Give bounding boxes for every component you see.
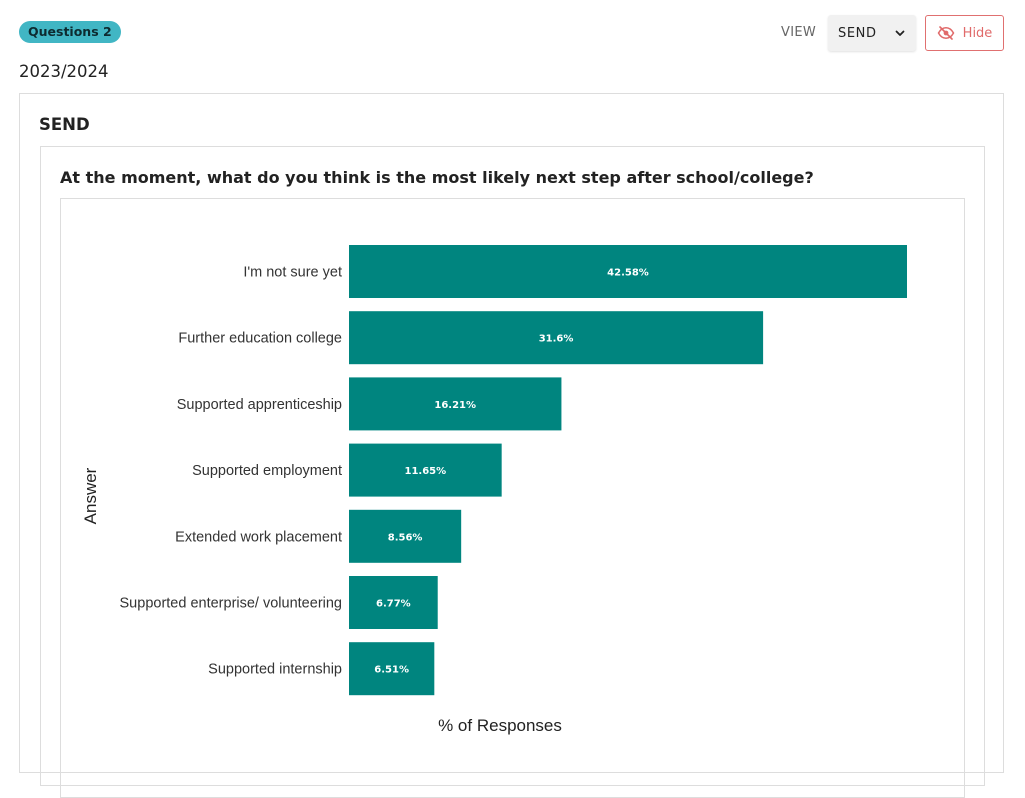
category-tick-label: Further education college	[178, 331, 342, 347]
chart-bar	[349, 311, 764, 365]
bar-value-label: 16.21%	[434, 400, 476, 411]
category-tick-label: Supported employment	[192, 463, 342, 479]
questions-badge: Questions 2	[19, 21, 121, 43]
category-tick-label: Extended work placement	[175, 529, 342, 545]
chevron-down-icon	[895, 30, 905, 36]
question-card: At the moment, what do you think is the …	[40, 146, 985, 798]
year-label: 2023/2024	[19, 62, 109, 81]
eye-off-icon	[937, 26, 955, 40]
view-select[interactable]: SEND	[828, 15, 916, 51]
bar-value-label: 6.77%	[376, 599, 411, 610]
send-section-card: SEND At the moment, what do you think is…	[19, 93, 1004, 798]
hide-button-label: Hide	[962, 25, 993, 41]
chart-bar	[349, 576, 438, 629]
hide-button[interactable]: Hide	[925, 15, 1004, 51]
category-tick-label: I'm not sure yet	[243, 265, 342, 281]
chart-container: 42.58% I'm not sure yet 31.6% Further educa…	[60, 198, 965, 798]
view-label: VIEW	[781, 25, 816, 40]
x-axis-label: % of Responses	[438, 716, 562, 735]
view-select-value: SEND	[838, 25, 877, 41]
chart-bar	[349, 377, 562, 431]
bar-value-label: 42.58%	[607, 268, 649, 279]
chart-bar	[349, 509, 462, 563]
bar-value-label: 8.56%	[388, 532, 423, 543]
chart-bar	[349, 245, 907, 298]
bar-value-label: 31.6%	[539, 334, 574, 345]
category-tick-label: Supported enterprise/ volunteering	[120, 596, 342, 612]
bar-chart: 42.58% I'm not sure yet 31.6% Further educa…	[81, 245, 907, 735]
category-tick-label: Supported apprenticeship	[177, 397, 342, 413]
chart-bar	[349, 443, 502, 497]
y-axis-label: Answer	[81, 467, 100, 524]
section-title: SEND	[39, 115, 90, 134]
category-tick-label: Supported internship	[208, 662, 342, 678]
question-title: At the moment, what do you think is the …	[60, 168, 814, 187]
bar-value-label: 11.65%	[405, 466, 447, 477]
bar-value-label: 6.51%	[374, 665, 409, 676]
chart-bar	[349, 642, 435, 696]
